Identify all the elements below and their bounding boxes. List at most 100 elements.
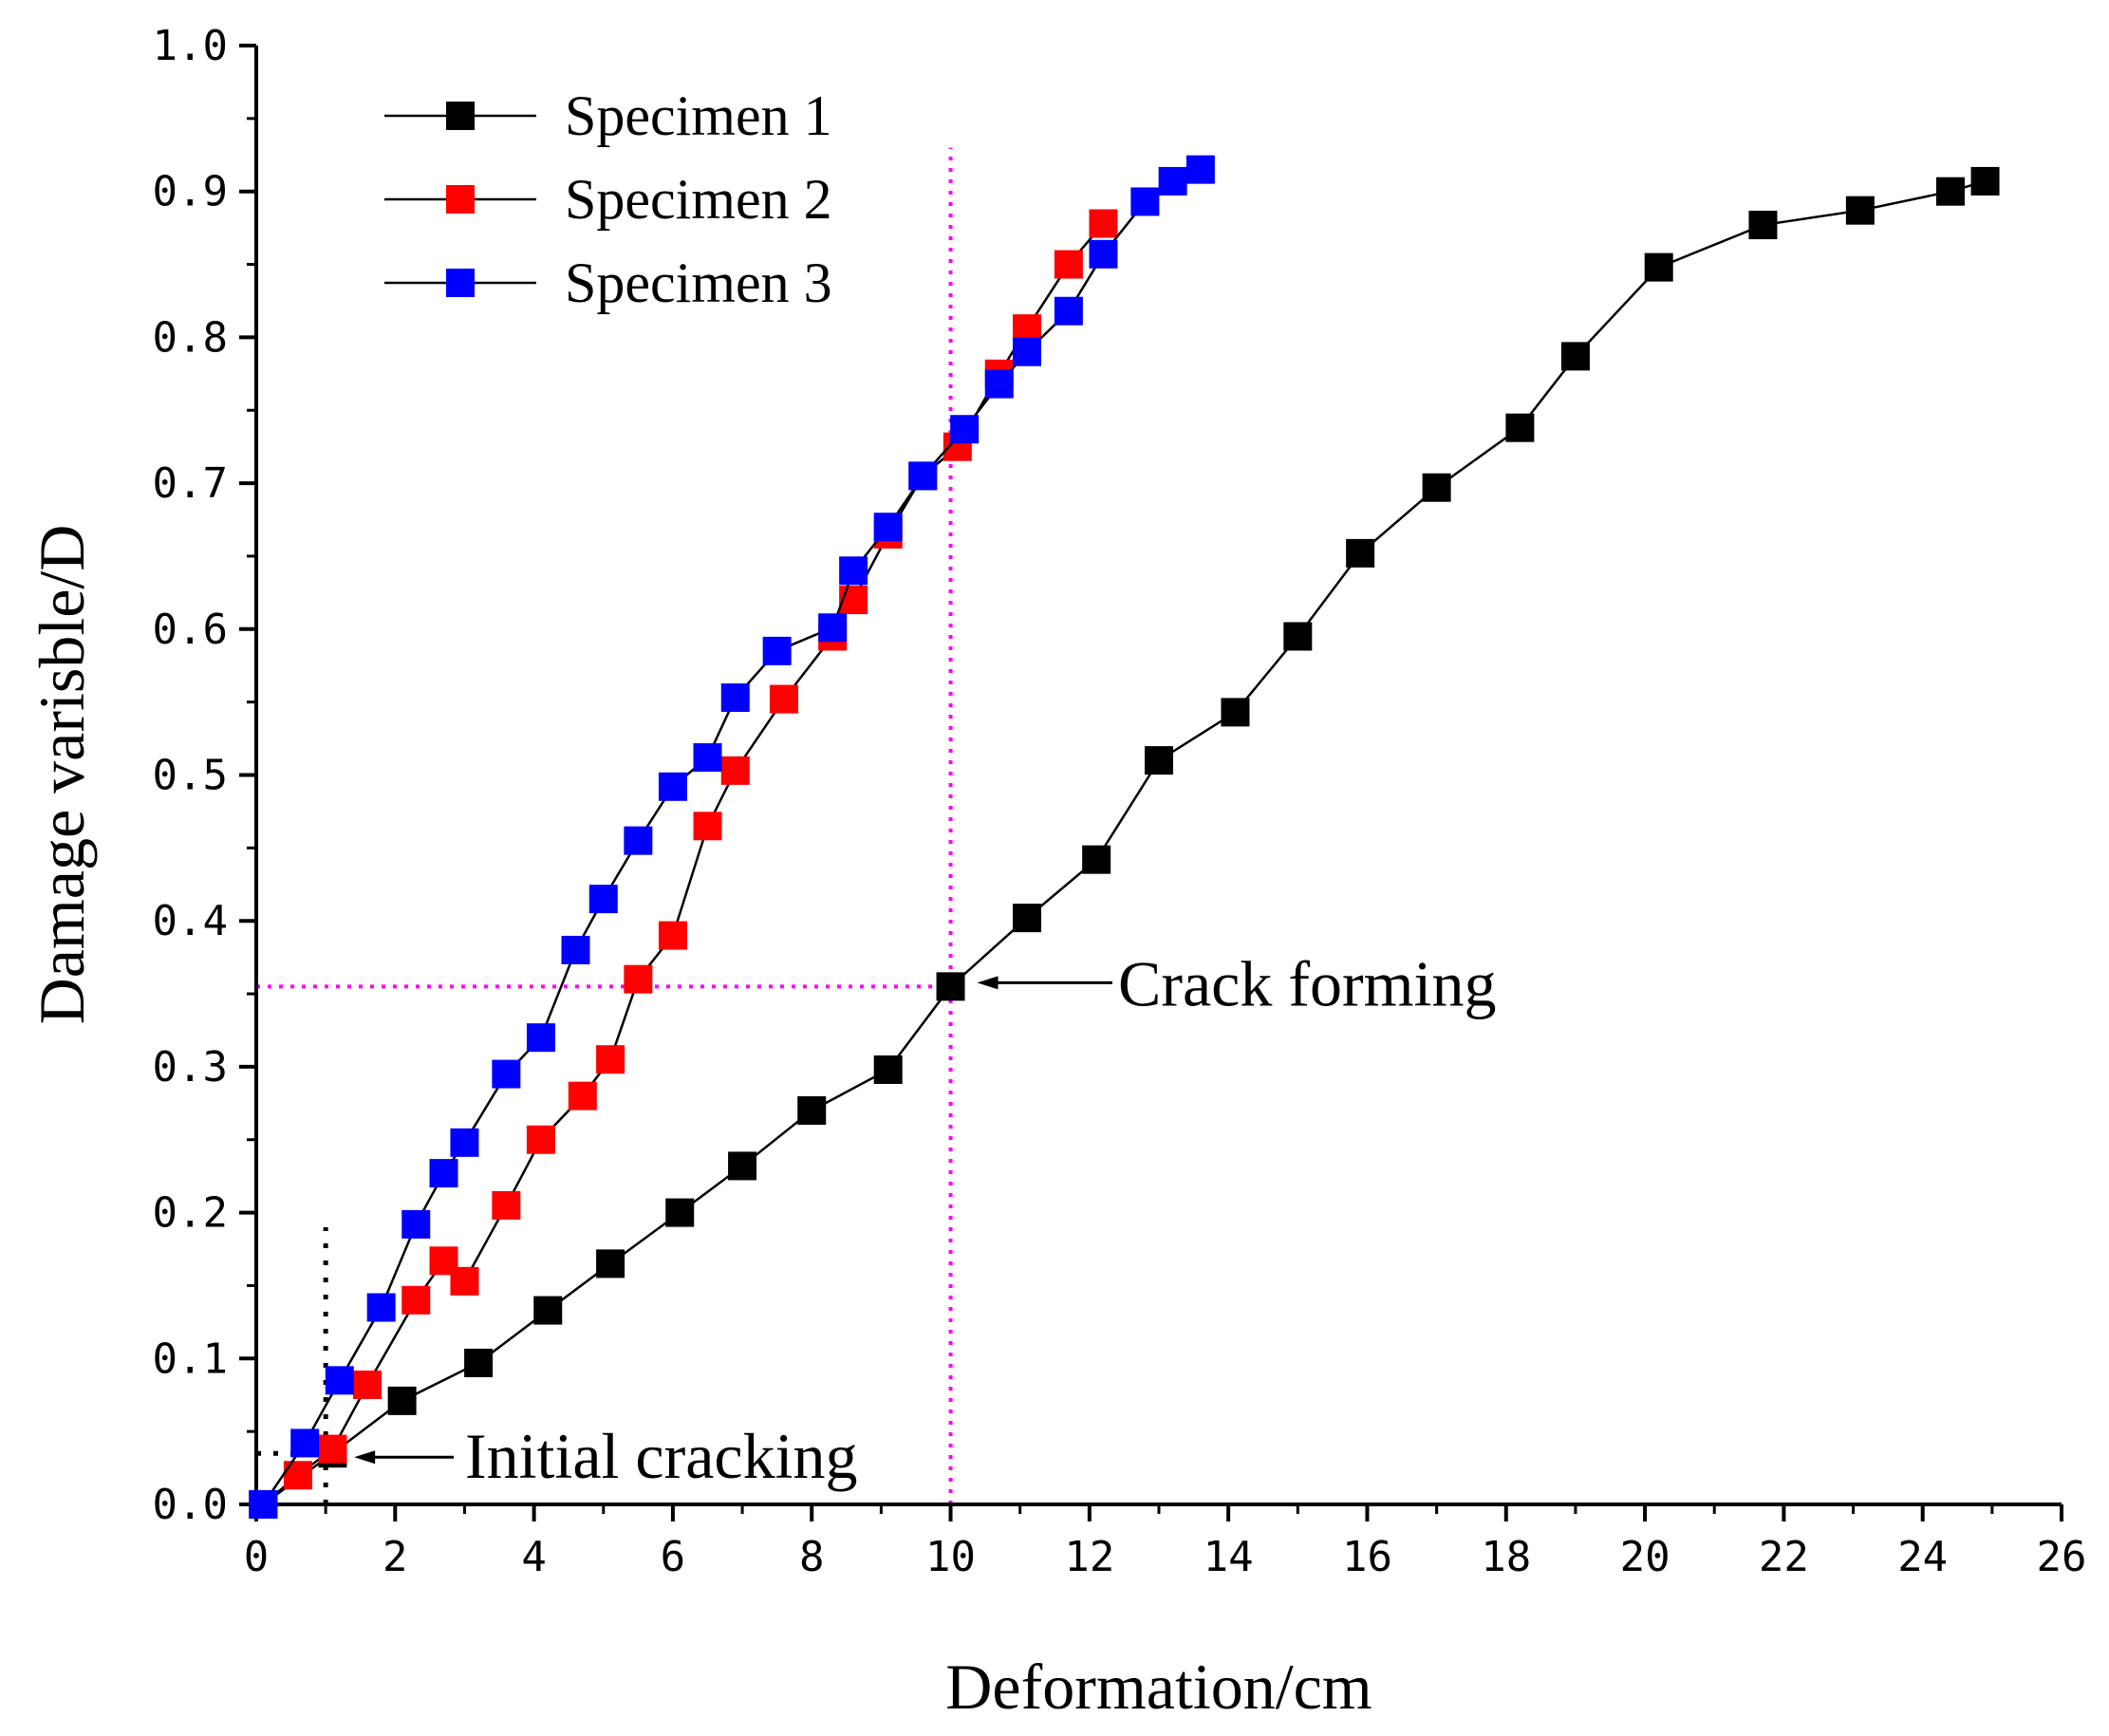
data-point [1221,698,1250,727]
series-line [262,179,1986,1506]
y-tick-label: 0.6 [153,606,228,654]
data-point [353,1370,383,1399]
data-point [526,1023,555,1053]
legend-label: Specimen 1 [565,84,832,147]
ticks: 0 2 4 6 8 10 12 14 16 18 20 22 24 260.00.10.20.30.40.… [153,22,2087,1581]
y-tick-label: 0.4 [153,897,228,945]
initial-cracking-label: Initial cracking [465,1420,857,1492]
legend-item-3: Specimen 3 [384,252,832,314]
x-tick-label: 22 [1759,1533,1809,1581]
initial-cracking-arrow [354,1450,454,1465]
data-point [1013,904,1042,933]
data-point [596,1249,625,1279]
data-point [561,935,590,964]
y-tick-label: 0.5 [153,752,228,800]
data-point [1644,252,1673,282]
data-point [429,1159,458,1188]
data-point [1845,196,1875,225]
data-point [658,921,687,950]
x-tick-label: 26 [2037,1533,2087,1581]
data-point [464,1348,494,1377]
legend-marker [446,185,475,214]
y-tick-label: 0.1 [153,1335,228,1383]
x-tick-label: 2 [383,1533,408,1581]
data-point [533,1296,563,1325]
data-point [387,1386,417,1415]
data-point [492,1059,521,1089]
data-point [936,972,965,1001]
data-point [693,743,722,773]
data-point [873,1055,903,1084]
axes [254,46,2062,1506]
y-tick-label: 0.7 [153,459,228,508]
series-layer [249,155,2000,1519]
legend-label: Specimen 2 [565,168,832,231]
data-point [873,513,903,542]
crack-forming-arrow [977,976,1112,990]
data-point [1130,187,1160,216]
y-tick-label: 0.8 [153,313,228,362]
y-tick-label: 1.0 [153,22,228,70]
legend-marker [446,269,475,297]
x-tick-label: 8 [799,1533,825,1581]
data-point [1145,746,1173,775]
data-point [950,415,980,444]
data-point [720,683,750,713]
data-point [1082,845,1111,874]
data-point [728,1151,757,1181]
data-point [1970,166,2000,196]
data-point [1283,622,1313,651]
data-point [1089,239,1118,269]
data-point [568,1081,597,1111]
data-point [1748,211,1778,240]
x-tick-label: 12 [1064,1533,1114,1581]
x-tick-label: 20 [1620,1533,1670,1581]
data-point [1054,296,1083,326]
series-2 [249,209,1118,1519]
data-point [450,1266,479,1296]
crack-forming-label: Crack forming [1118,947,1496,1019]
data-point [450,1128,479,1157]
data-point [1185,155,1215,184]
data-point [1505,413,1535,442]
annotation-arrow-head [354,1450,376,1465]
data-point [492,1190,521,1220]
legend-label: Specimen 3 [565,252,832,314]
x-tick-label: 4 [521,1533,547,1581]
data-point [366,1293,396,1322]
y-axis-title: Damage varisble/D [26,525,98,1025]
data-point [1560,342,1590,371]
data-point [1346,538,1375,568]
data-point [401,1285,431,1315]
data-point [1422,473,1451,502]
series-1 [249,166,2000,1519]
annotation-arrow-head [977,976,999,990]
data-point [624,964,653,994]
series-line [262,168,1202,1505]
data-point [1089,209,1118,238]
data-point [665,1198,695,1227]
data-point [249,1490,278,1519]
legend-marker [446,102,475,130]
x-tick-label: 24 [1897,1533,1948,1581]
series-3 [249,155,1215,1519]
data-point [908,461,938,491]
y-tick-label: 0.3 [153,1043,228,1092]
data-point [325,1366,354,1395]
legend-item-1: Specimen 1 [384,84,832,147]
y-tick-label: 0.9 [153,168,228,216]
data-point [283,1461,312,1490]
x-tick-label: 18 [1481,1533,1531,1581]
data-point [290,1428,320,1458]
data-point [596,1045,625,1074]
data-point [720,756,750,785]
data-point [401,1209,431,1239]
data-point [818,613,848,643]
data-point [588,885,618,914]
data-point [1935,177,1965,206]
x-axis-title: Deformation/cm [945,1651,1372,1723]
x-tick-label: 10 [925,1533,976,1581]
annotations: Crack forming Initial cracking [354,947,1496,1492]
data-point [624,826,653,855]
